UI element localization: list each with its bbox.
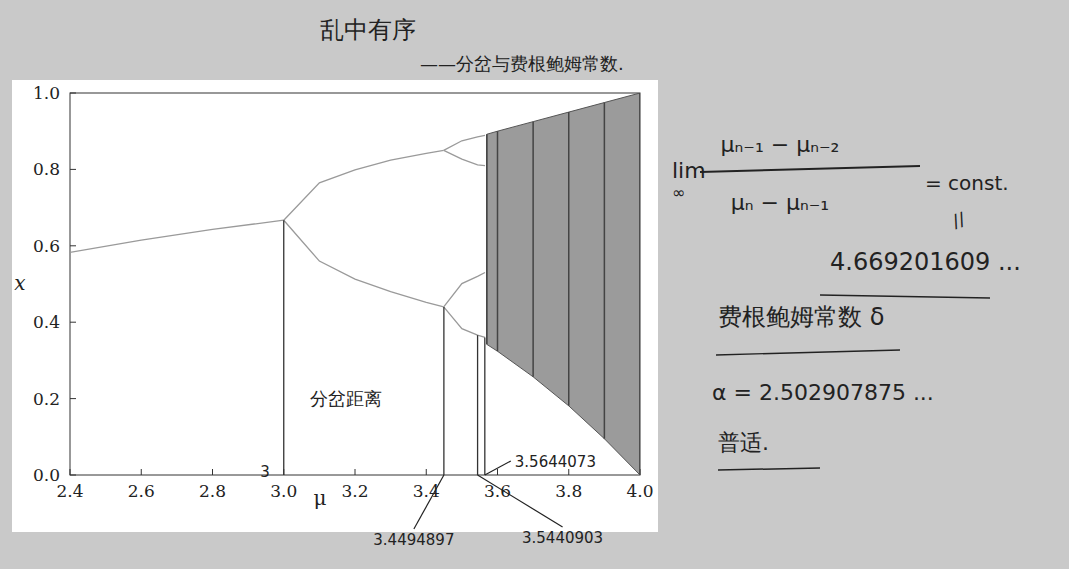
arrow (414, 475, 444, 529)
y-tick (70, 169, 76, 170)
bifurcation-label: 3.5644073 (515, 453, 596, 471)
y-tick (70, 322, 76, 323)
chart: 2.4 2.6 2.8 3.0 3.2 3.4 3.6 3.8 4.0 0.0 0.2 0.4 0.6 0… (0, 0, 1069, 569)
arrow (478, 475, 563, 527)
branch-line (444, 273, 485, 307)
x-tick-label: 2.8 (199, 481, 226, 501)
chaos-band (487, 93, 640, 475)
bifurcation-line (477, 335, 478, 475)
arrow (485, 461, 511, 475)
y-tick (70, 475, 76, 476)
fraction-bar (700, 166, 920, 172)
branch-line (444, 150, 485, 165)
y-tick (70, 245, 76, 246)
bifurcation-label: 3.5440903 (522, 529, 603, 547)
x-tick-label: 3.4 (413, 481, 440, 501)
annotation: μₙ − μₙ₋₁ (731, 190, 829, 215)
underline (820, 295, 990, 298)
branch-line (444, 307, 485, 338)
y-tick-label: 0.6 (33, 236, 60, 256)
y-tick-label: 0.8 (33, 159, 60, 179)
bifurcation-line (484, 337, 485, 475)
x-axis-label: μ (314, 486, 327, 510)
annotation: = const. (925, 171, 1009, 195)
band-edge (486, 134, 488, 344)
annotation: μₙ₋₁ − μₙ₋₂ (721, 132, 840, 157)
annotation: α = 2.502907875 ... (712, 380, 934, 405)
plot-area (70, 93, 640, 475)
plot-frame (70, 93, 640, 475)
y-tick (70, 93, 76, 94)
x-tick (141, 469, 142, 475)
band-edge (497, 131, 499, 351)
annotation: 4.669201609 ... (830, 248, 1021, 276)
x-tick (212, 469, 213, 475)
x-tick-label: 2.6 (128, 481, 155, 501)
y-tick-label: 1.0 (33, 83, 60, 103)
annotation: lim (672, 158, 706, 183)
x-tick (497, 469, 498, 475)
y-tick-label: 0.0 (33, 465, 60, 485)
band-edge (604, 103, 606, 439)
band-edge (532, 122, 534, 377)
y-tick-label: 0.2 (33, 389, 60, 409)
x-tick-label: 3.6 (484, 481, 511, 501)
annotation: // (949, 208, 968, 232)
annotation: 分岔距离 (310, 388, 382, 409)
annotation: ∞ (672, 183, 685, 202)
annotation: 普适. (718, 430, 769, 455)
underline (716, 350, 900, 355)
branch-line (284, 220, 444, 307)
x-tick (426, 469, 427, 475)
bifurcation-label: 3.4494897 (373, 531, 454, 549)
chart-panel (12, 80, 658, 532)
x-tick-label: 3.8 (555, 481, 582, 501)
band-edge (568, 112, 570, 406)
title: 乱中有序 (320, 16, 416, 44)
y-axis-label: x (14, 271, 25, 295)
bifurcation-line (443, 307, 444, 475)
branch-line (70, 220, 284, 252)
x-tick (355, 469, 356, 475)
branch-line (444, 135, 485, 150)
subtitle: ——分岔与费根鲍姆常数. (420, 53, 624, 74)
x-tick-label: 3.2 (341, 481, 368, 501)
x-tick-label: 3.0 (270, 481, 297, 501)
x-tick-label: 4.0 (626, 481, 653, 501)
bifurcation-line (283, 220, 284, 475)
x-tick-label: 2.4 (56, 481, 83, 501)
y-tick-label: 0.4 (33, 312, 60, 332)
underline (718, 468, 820, 470)
bifurcation-label: 3 (260, 463, 270, 481)
x-tick (70, 469, 71, 475)
branch-line (284, 150, 444, 220)
band-edge (639, 93, 640, 475)
background (0, 0, 1069, 569)
y-tick (70, 398, 76, 399)
annotation: 费根鲍姆常数 δ (718, 303, 884, 331)
